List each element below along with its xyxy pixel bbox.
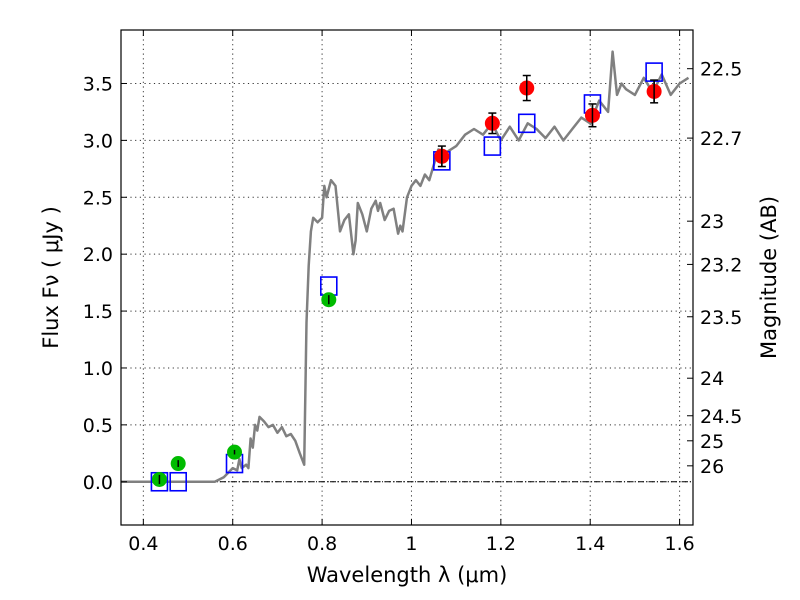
y2-tick-label: 23.2 — [700, 254, 742, 276]
y2-tick-label: 22.7 — [700, 128, 742, 150]
model-photometry-square — [483, 136, 502, 156]
x-axis-label: Wavelength λ (μm) — [307, 563, 508, 587]
data-series — [121, 50, 690, 492]
y-tick-label: 1.5 — [83, 301, 113, 323]
y-tick-label: 3.0 — [83, 130, 113, 152]
plot-frame — [120, 29, 694, 526]
y-tick-label: 0.0 — [83, 472, 113, 494]
y2-tick-label: 23.5 — [700, 307, 742, 329]
y-tick-label: 2.5 — [83, 187, 113, 209]
y-tick-label: 0.5 — [83, 415, 113, 437]
model-photometry-square — [517, 113, 536, 134]
model-photometry-square — [169, 471, 187, 492]
y2-tick-label: 24.5 — [700, 406, 742, 428]
x-tick-label: 1.6 — [664, 533, 694, 555]
y2-tick-label: 22.5 — [700, 59, 742, 81]
grid — [121, 30, 693, 525]
y2-tick-label: 24 — [700, 368, 724, 390]
x-tick-label: 1.2 — [486, 533, 516, 555]
model-spectrum-line — [121, 50, 690, 484]
x-tick-label: 0.8 — [307, 533, 337, 555]
y2-tick-label: 23 — [700, 211, 724, 233]
x-tick-label: 1.4 — [575, 533, 605, 555]
x-tick-label: 0.6 — [218, 533, 248, 555]
y-tick-label: 3.5 — [83, 73, 113, 95]
y-tick-label: 2.0 — [83, 244, 113, 266]
y2-axis-label: Magnitude (AB) — [757, 196, 781, 359]
y2-tick-label: 26 — [700, 456, 724, 478]
x-tick-label: 1 — [405, 533, 417, 555]
axis-ticks: 0.4 0.6 0.8 1 1.2 1.4 1.6 0.0 0.5 1.0 1.5 2.0 2.5 3.0… — [83, 30, 742, 555]
x-tick-label: 0.4 — [128, 533, 158, 555]
y2-tick-label: 25 — [700, 431, 724, 453]
y-axis-label: Flux Fν ( μJy ) — [39, 206, 63, 349]
y-tick-label: 1.0 — [83, 358, 113, 380]
